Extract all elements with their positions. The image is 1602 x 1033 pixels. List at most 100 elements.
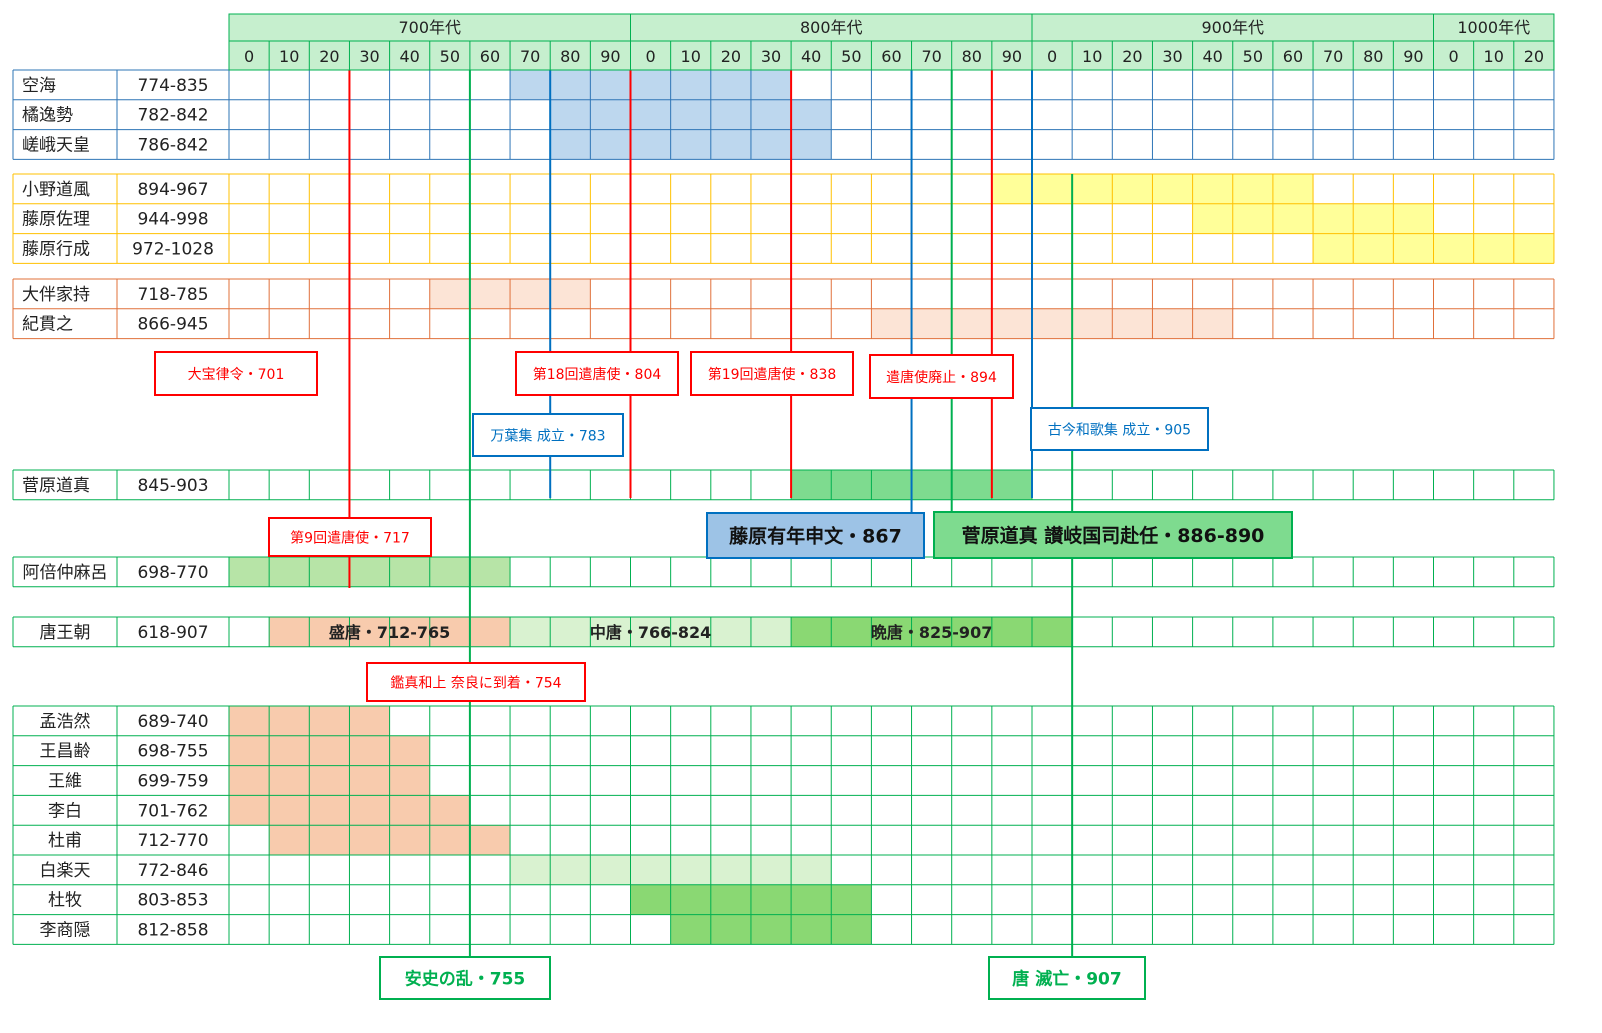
decade-header: 700年代 xyxy=(398,18,461,37)
lifespan-bar xyxy=(791,617,1073,647)
person-years: 782-842 xyxy=(137,106,208,126)
person-years: 701-762 xyxy=(137,801,208,821)
lifespan-bar xyxy=(229,735,430,766)
event-label: 第18回遣唐使・804 xyxy=(533,366,662,383)
person-years: 718-785 xyxy=(137,285,208,305)
person-years: 699-759 xyxy=(137,772,208,792)
event-box xyxy=(690,351,854,396)
event-box xyxy=(154,351,318,396)
person-name: 阿倍仲麻呂 xyxy=(23,563,108,583)
tick-label: 50 xyxy=(1243,47,1263,66)
person-name: 橘逸勢 xyxy=(22,106,73,126)
tick-label: 80 xyxy=(962,47,982,66)
person-years: 894-967 xyxy=(137,180,208,200)
person-name: 李商隠 xyxy=(40,921,91,941)
event-lines-layer xyxy=(348,70,1074,957)
grid-layer: 空海 774-835 橘逸勢 782-842 嵯峨天皇 786-842 小野道風 894-96… xyxy=(12,69,1555,945)
events-layer: 大宝律令・701 第18回遣唐使・804 第19回遣唐使・838 遣唐使廃止・894 万… xyxy=(154,351,1293,1000)
tick-label: 70 xyxy=(520,47,540,66)
tick-label: 10 xyxy=(1082,47,1102,66)
tick-label: 80 xyxy=(560,47,580,66)
event-box xyxy=(268,517,432,557)
person-years: 972-1028 xyxy=(132,240,214,260)
event-label: 遣唐使廃止・894 xyxy=(886,369,997,386)
event-box xyxy=(472,413,624,457)
decade-header: 900年代 xyxy=(1201,18,1264,37)
person-name: 藤原行成 xyxy=(22,240,90,260)
tick-label: 90 xyxy=(1002,47,1022,66)
event-box xyxy=(869,354,1014,399)
tick-label: 40 xyxy=(801,47,821,66)
lifespan-bar xyxy=(550,99,832,130)
lifespan-bar xyxy=(229,557,511,587)
event-label: 鑑真和上 奈良に到着・754 xyxy=(390,674,561,691)
person-years: 944-998 xyxy=(137,210,208,230)
decade-header: 800年代 xyxy=(800,18,863,37)
tick-label: 0 xyxy=(244,47,254,66)
person-name: 藤原佐理 xyxy=(22,210,90,230)
person-name: 白楽天 xyxy=(40,861,91,881)
person-name: 王昌齢 xyxy=(40,742,91,762)
tick-label: 30 xyxy=(761,47,781,66)
tick-label: 50 xyxy=(841,47,861,66)
person-name: 嵯峨天皇 xyxy=(22,136,90,156)
tick-label: 70 xyxy=(1323,47,1343,66)
person-name: 杜甫 xyxy=(48,831,82,851)
era-label: 中唐・766-824 xyxy=(590,623,711,642)
tick-label: 30 xyxy=(359,47,379,66)
era-label: 盛唐・712-765 xyxy=(329,623,450,642)
person-name: 孟浩然 xyxy=(40,712,91,732)
lifespan-bar xyxy=(670,914,872,945)
event-box xyxy=(933,511,1293,559)
tick-label: 80 xyxy=(1363,47,1383,66)
tick-label: 20 xyxy=(319,47,339,66)
tick-label: 30 xyxy=(1162,47,1182,66)
event-label: 第9回遣唐使・717 xyxy=(290,529,410,546)
person-years: 845-903 xyxy=(137,476,208,496)
tick-label: 60 xyxy=(881,47,901,66)
tick-label: 90 xyxy=(600,47,620,66)
person-name: 大伴家持 xyxy=(22,285,90,305)
lifespan-bar xyxy=(871,308,1233,339)
event-label: 唐 滅亡・907 xyxy=(1012,968,1121,989)
person-years: 812-858 xyxy=(137,921,208,941)
tick-label: 60 xyxy=(1283,47,1303,66)
event-label: 菅原道真 讃岐国司赴任・886-890 xyxy=(962,524,1265,547)
tick-label: 10 xyxy=(1484,47,1504,66)
bars-layer xyxy=(229,70,1554,945)
event-box xyxy=(366,662,586,702)
tick-label: 50 xyxy=(440,47,460,66)
tick-label: 10 xyxy=(681,47,701,66)
person-years: 698-770 xyxy=(137,563,208,583)
event-box xyxy=(988,956,1146,1000)
person-name: 空海 xyxy=(22,76,56,96)
lifespan-bar xyxy=(510,617,792,647)
tick-label: 40 xyxy=(399,47,419,66)
tick-label: 10 xyxy=(279,47,299,66)
person-name: 唐王朝 xyxy=(40,622,91,643)
tick-label: 0 xyxy=(1448,47,1458,66)
tick-label: 70 xyxy=(921,47,941,66)
person-years: 689-740 xyxy=(137,712,208,732)
person-years: 772-846 xyxy=(137,861,208,881)
event-box xyxy=(379,956,551,1000)
event-label: 安史の乱・755 xyxy=(405,968,526,989)
tick-label: 90 xyxy=(1403,47,1423,66)
person-name: 菅原道真 xyxy=(22,476,90,496)
tick-label: 20 xyxy=(1524,47,1544,66)
tick-label: 40 xyxy=(1202,47,1222,66)
event-box xyxy=(1030,407,1209,451)
person-years: 698-755 xyxy=(137,742,208,762)
person-years: 618-907 xyxy=(137,623,208,643)
event-label: 大宝律令・701 xyxy=(188,367,285,383)
person-name: 杜牧 xyxy=(48,891,82,911)
tick-label: 60 xyxy=(480,47,500,66)
person-years: 712-770 xyxy=(137,831,208,851)
tick-label: 0 xyxy=(1047,47,1057,66)
person-years: 786-842 xyxy=(137,136,208,156)
person-name: 小野道風 xyxy=(22,180,90,200)
era-label: 晩唐・825-907 xyxy=(871,623,992,642)
person-name: 紀貫之 xyxy=(22,315,73,335)
lifespan-bar xyxy=(550,129,832,160)
